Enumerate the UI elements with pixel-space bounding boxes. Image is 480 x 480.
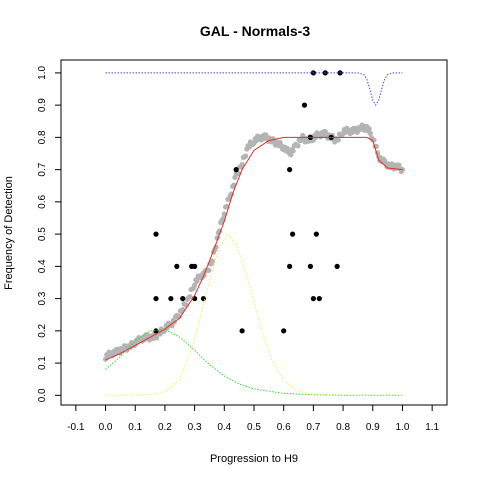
smoothed-points-series — [102, 122, 406, 362]
smoothed-point — [209, 258, 216, 264]
observed-point — [192, 263, 198, 269]
smoothed-point — [176, 314, 182, 320]
smoothed-point — [194, 278, 200, 284]
smoothed-point — [192, 282, 198, 288]
x-axis: -0.1 0.0 0.1 0.2 0.3 0.4 0.5 0.6 0.7 0.8 0.9 1.0 1.1 — [67, 405, 440, 433]
smoothed-point — [295, 143, 301, 149]
x-tick-label: 0.8 — [336, 422, 350, 433]
component-curve-line — [105, 72, 403, 107]
observed-point — [239, 328, 245, 334]
observed-point — [316, 295, 322, 302]
x-tick-label: 1.0 — [396, 422, 410, 433]
y-tick-label: 0.5 — [37, 227, 48, 241]
observed-point — [180, 295, 186, 302]
x-tick-label: 0.0 — [99, 422, 113, 433]
y-tick-label: 0.0 — [37, 388, 48, 402]
observed-point — [233, 167, 239, 173]
x-tick-label: 0.6 — [277, 422, 291, 433]
x-tick-label: 0.9 — [366, 422, 380, 433]
y-tick-label: 0.2 — [37, 323, 48, 337]
plot-area — [102, 70, 406, 396]
x-axis-label: Progression to H9 — [210, 453, 298, 465]
observed-point — [307, 263, 314, 269]
x-tick-label: 0.5 — [247, 422, 261, 433]
observed-point — [334, 263, 340, 269]
x-tick-label: 0.7 — [306, 422, 320, 433]
observed-point — [153, 231, 159, 237]
smoothed-point — [206, 267, 212, 273]
y-tick-label: 0.6 — [37, 194, 48, 208]
y-axis-label: Frequency of Detection — [3, 176, 15, 290]
y-tick-label: 0.7 — [37, 162, 48, 176]
y-tick-label: 0.3 — [37, 291, 48, 305]
y-axis: 0.0 0.1 0.2 0.3 0.4 0.5 0.6 0.7 0.8 0.9 1.0 — [37, 66, 61, 402]
observed-point — [168, 295, 174, 302]
observed-point — [174, 263, 180, 269]
smoothed-point — [187, 294, 193, 300]
smoothed-point — [366, 126, 372, 132]
x-tick-label: -0.1 — [67, 422, 85, 433]
x-tick-label: 0.2 — [158, 422, 172, 433]
x-tick-label: 1.1 — [425, 422, 439, 433]
observed-point — [153, 295, 159, 302]
observed-point — [287, 263, 293, 269]
smoothed-point — [288, 152, 294, 158]
smoothed-point — [367, 130, 373, 137]
y-tick-label: 0.8 — [37, 130, 48, 144]
observed-point — [310, 295, 316, 302]
smoothed-point — [154, 335, 160, 341]
x-tick-label: 0.1 — [128, 422, 142, 433]
smoothed-point — [335, 137, 341, 143]
smoothed-point — [243, 153, 249, 159]
fitted-curve-line — [105, 136, 403, 361]
smoothed-point — [239, 161, 245, 168]
observed-points-series — [153, 70, 343, 334]
x-tick-label: 0.3 — [188, 422, 202, 433]
observed-point — [290, 231, 296, 237]
smoothed-point — [290, 148, 296, 154]
x-tick-label: 0.4 — [217, 422, 231, 433]
y-tick-label: 1.0 — [37, 66, 48, 80]
observed-point — [281, 328, 287, 334]
y-tick-label: 0.9 — [37, 98, 48, 112]
y-tick-label: 0.4 — [37, 259, 48, 273]
observed-point — [301, 102, 308, 108]
component-curve-line — [105, 233, 403, 396]
observed-point — [313, 231, 319, 237]
observed-point — [287, 167, 293, 173]
chart-title: GAL - Normals-3 — [200, 23, 310, 39]
y-tick-label: 0.1 — [37, 356, 48, 370]
